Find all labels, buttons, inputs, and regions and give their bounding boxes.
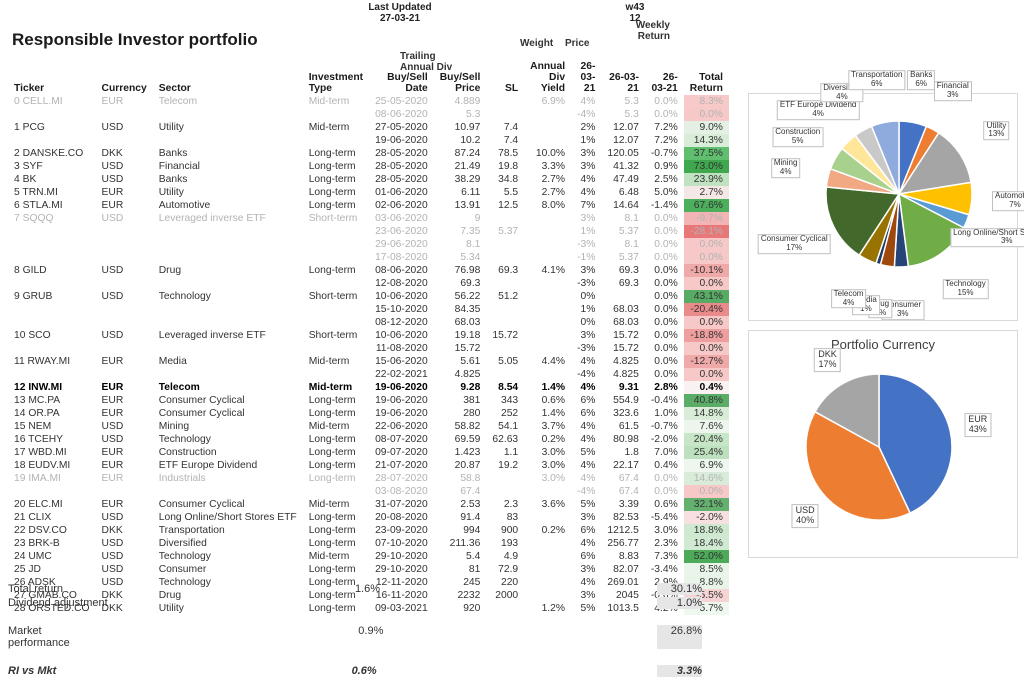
pie-label-financial: Financial 3% — [934, 81, 972, 101]
col-currency: Currency — [96, 60, 153, 95]
table-row[interactable]: 3 SYF USD Financial Long-term 28-05-2020 21.4… — [8, 160, 729, 173]
table-row[interactable]: 15-10-2020 84.35 1% 68.03 0.0% -20.4% — [8, 303, 729, 316]
table-row[interactable]: 21 CLIX USD Long Online/Short Stores ETF Lo… — [8, 511, 729, 524]
table-row[interactable]: 08-12-2020 68.03 0% 68.03 0.0% 0.0% — [8, 316, 729, 329]
table-row[interactable]: 24 UMC USD Technology Mid-term 29-10-2020 5.4… — [8, 550, 729, 563]
pie-label-automotive: Automotive7% — [992, 192, 1024, 212]
table-row[interactable]: 10 SCO USD Leveraged inverse ETF Short-term… — [8, 329, 729, 342]
table-row[interactable]: 13 MC.PA EUR Consumer Cyclical Long-term 19-… — [8, 394, 729, 407]
portfolio-currency-chart[interactable]: Portfolio Currency EUR 43% USD 40% DKK 17% — [748, 330, 1018, 558]
sector-allocation-chart[interactable]: Banks6%Financial3%Utility13%Automotive7%… — [748, 93, 1018, 321]
table-row[interactable]: 18 EUDV.MI EUR ETF Europe Dividend Long-ter… — [8, 459, 729, 472]
table-row[interactable]: 6 STLA.MI EUR Automotive Long-term 02-06-202… — [8, 199, 729, 212]
pie-label-telecom: Telecom 4% — [831, 289, 867, 309]
weight-label: Weight — [520, 38, 553, 49]
table-row[interactable]: 20 ELC.MI EUR Consumer Cyclical Mid-term 31-… — [8, 498, 729, 511]
table-row[interactable]: 11 RWAY.MI EUR Media Mid-term 15-06-2020 5.61… — [8, 355, 729, 368]
col-sl: SL — [486, 60, 524, 95]
table-row[interactable]: 1 PCG USD Utility Mid-term 27-05-2020 10.97 7.… — [8, 121, 729, 134]
last-updated-box: Last Updated 27-03-21 — [355, 2, 445, 24]
table-row[interactable]: 0 CELL.MI EUR Telecom Mid-term 25-05-2020 4.8… — [8, 95, 729, 108]
table-row[interactable]: 15 NEM USD Mining Mid-term 22-06-2020 58.82 54… — [8, 420, 729, 433]
last-updated-value: 27-03-21 — [355, 13, 445, 24]
pie-label-eur: EUR 43% — [964, 413, 991, 437]
weekly-return-label: Weekly Return — [600, 20, 670, 42]
pie-label-utility: Utility 13% — [984, 121, 1010, 141]
table-row[interactable]: 22 DSV.CO DKK Transportation Long-term 23-09… — [8, 524, 729, 537]
table-row[interactable]: 9 GRUB USD Technology Short-term 10-06-2020 5… — [8, 290, 729, 303]
ri-vs-mkt-row: RI vs Mkt 0.6% 3.3% — [8, 664, 708, 678]
table-row[interactable]: 14 OR.PA EUR Consumer Cyclical Long-term 19-… — [8, 407, 729, 420]
page-title: Responsible Investor portfolio — [12, 30, 258, 50]
pie-label-usd: USD 40% — [792, 504, 819, 528]
market-performance-row: Market performance 0.9% 26.8% — [8, 624, 708, 650]
col-wret: 26-03-21 — [645, 60, 684, 95]
table-row[interactable]: 4 BK USD Banks Long-term 28-05-2020 38.29 34.8… — [8, 173, 729, 186]
pie-label-etf-europe-dividend: ETF Europe Dividend 4% — [777, 101, 859, 121]
pie-label-long-online-short-stores-etf: Long Online/Short Stores ETF3% — [950, 228, 1024, 248]
table-row[interactable]: 11-08-2020 15.72 -3% 15.72 0.0% 0.0% — [8, 342, 729, 355]
col-tret: Total Return — [684, 60, 729, 95]
table-row[interactable]: 19 IMA.MI EUR Industrials Long-term 28-07-20… — [8, 472, 729, 485]
pie-label-construction: Construction 5% — [772, 127, 823, 147]
portfolio-table[interactable]: Ticker Currency Sector Investment Type Bu… — [8, 60, 729, 615]
table-row[interactable]: 5 TRN.MI EUR Utility Long-term 01-06-2020 6.1… — [8, 186, 729, 199]
pie-label-dkk: DKK 17% — [814, 348, 841, 372]
col-buy-sell-price: Buy/Sell Price — [434, 60, 487, 95]
table-row[interactable]: 16 TCEHY USD Technology Long-term 08-07-2020… — [8, 433, 729, 446]
table-row[interactable]: 25 JD USD Consumer Long-term 29-10-2020 81 72.… — [8, 563, 729, 576]
table-row[interactable]: 2 DANSKE.CO DKK Banks Long-term 28-05-2020 87… — [8, 147, 729, 160]
table-row[interactable]: 29-06-2020 8.1 -3% 8.1 0.0% 0.0% — [8, 238, 729, 251]
col-weight: 26-03-21 — [571, 60, 601, 95]
pie-label-mining: Mining 4% — [771, 158, 801, 178]
table-row[interactable]: 03-08-2020 67.4 -4% 67.4 0.0% 0.0% — [8, 485, 729, 498]
table-row[interactable]: 8 GILD USD Drug Long-term 08-06-2020 76.98 69.… — [8, 264, 729, 277]
table-row[interactable]: 19-06-2020 10.2 7.4 1% 12.07 7.2% 14.3% — [8, 134, 729, 147]
table-row[interactable]: 7 SQQQ USD Leveraged inverse ETF Short-term… — [8, 212, 729, 225]
pie-label-consumer-cyclical: Consumer Cyclical 17% — [758, 235, 831, 255]
last-updated-label: Last Updated — [355, 2, 445, 13]
week-label: w43 — [600, 2, 670, 13]
table-row[interactable]: 17 WBD.MI EUR Construction Long-term 09-07-2… — [8, 446, 729, 459]
table-row[interactable]: 17-08-2020 5.34 -1% 5.37 0.0% 0.0% — [8, 251, 729, 264]
col-buy-sell-date: Buy/Sell Date — [369, 60, 434, 95]
col-yield: Annual Div Yield — [524, 60, 571, 95]
col-investment-type: Investment Type — [303, 60, 369, 95]
portfolio-currency-title: Portfolio Currency — [749, 337, 1017, 352]
table-row[interactable]: 23-06-2020 7.35 5.37 1% 5.37 0.0% -28.1% — [8, 225, 729, 238]
dividend-adjustment-row: Dividend adjustment 1.0% — [8, 596, 708, 610]
col-price: 26-03-21 — [601, 60, 645, 95]
price-label: Price — [565, 38, 589, 49]
table-row[interactable]: 23 BRK-B USD Diversified Long-term 07-10-202… — [8, 537, 729, 550]
col-sector: Sector — [153, 60, 303, 95]
table-row[interactable]: 12 INW.MI EUR Telecom Mid-term 19-06-2020 9.2… — [8, 381, 729, 394]
pie-label-transportation: Transportation 6% — [848, 70, 905, 90]
col-ticker: Ticker — [8, 60, 96, 95]
table-row[interactable]: 12-08-2020 69.3 -3% 69.3 0.0% 0.0% — [8, 277, 729, 290]
table-row[interactable]: 08-06-2020 5.3 -4% 5.3 0.0% 0.0% — [8, 108, 729, 121]
pie-label-technology: Technology 15% — [942, 280, 988, 300]
summary-section: Total return 1.6% 30.1% Dividend adjustm… — [8, 582, 708, 678]
table-row[interactable]: 22-02-2021 4.825 -4% 4.825 0.0% 0.0% — [8, 368, 729, 381]
pie-label-banks: Banks 6% — [907, 70, 935, 90]
total-return-row: Total return 1.6% 30.1% — [8, 582, 708, 596]
